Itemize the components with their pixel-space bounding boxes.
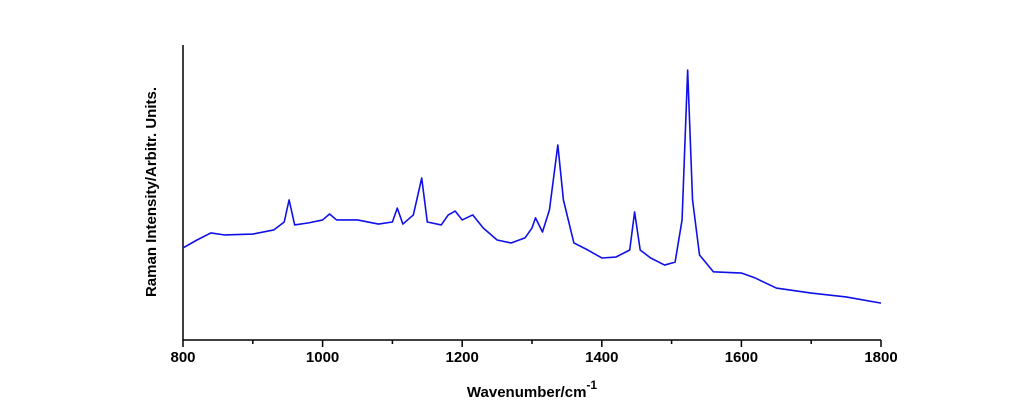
x-axis-label-superscript: -1 [586,378,597,392]
spectrum-line [182,69,882,304]
y-axis-label: Raman Intensity/Arbitr. Units. [143,87,160,297]
x-tick-label: 1200 [446,349,479,366]
x-tick-label: 800 [170,349,195,366]
x-tick-label: 1800 [864,349,897,366]
x-axis-label: Wavenumber/cm-1 [467,378,597,401]
x-tick-label: 1000 [306,349,339,366]
x-axis-label-text: Wavenumber/cm [467,384,586,401]
x-tick-label: 1600 [725,349,758,366]
x-tick-label: 1400 [585,349,618,366]
